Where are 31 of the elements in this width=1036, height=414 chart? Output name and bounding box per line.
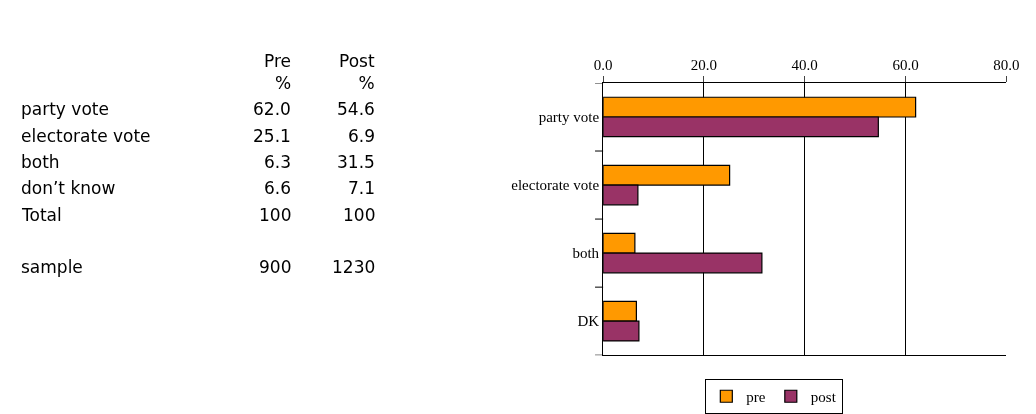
category-label: electorate vote — [21, 126, 151, 146]
data-label: 6.9 — [348, 126, 376, 146]
x-tick-label: 20.0 — [690, 56, 718, 73]
category-label: both — [21, 152, 60, 172]
x-tick-label: 40.0 — [791, 56, 818, 73]
x-tick-label: 0.0 — [593, 56, 613, 73]
x-tick-label: 60.0 — [892, 56, 919, 73]
data-label: 31.5 — [337, 152, 375, 172]
data-label: 25.1 — [253, 126, 291, 146]
data-label: 1230 — [332, 257, 376, 277]
data-label: 6.3 — [264, 152, 292, 172]
x-tick-label: 80.0 — [993, 56, 1020, 73]
data-label: 6.6 — [264, 178, 292, 198]
category-label: sample — [21, 257, 83, 277]
y-tick-label: electorate vote — [511, 177, 600, 194]
data-label: 62.0 — [253, 99, 291, 119]
category-label: Total — [21, 205, 62, 225]
text: Pre % — [264, 51, 292, 94]
y-tick-label: both — [572, 245, 600, 262]
data-label: 100 — [259, 205, 292, 225]
legend-label: post — [810, 389, 837, 406]
data-label: 7.1 — [348, 178, 376, 198]
data-label: 54.6 — [337, 99, 375, 119]
y-tick-label: party vote — [538, 109, 600, 126]
text: Post % — [339, 51, 375, 94]
legend-label: pre — [746, 389, 766, 406]
data-label: 100 — [343, 205, 376, 225]
y-tick-label: DK — [577, 313, 600, 330]
category-label: party vote — [21, 99, 109, 119]
category-label: don’t know — [21, 178, 116, 198]
data-label: 900 — [259, 257, 292, 277]
